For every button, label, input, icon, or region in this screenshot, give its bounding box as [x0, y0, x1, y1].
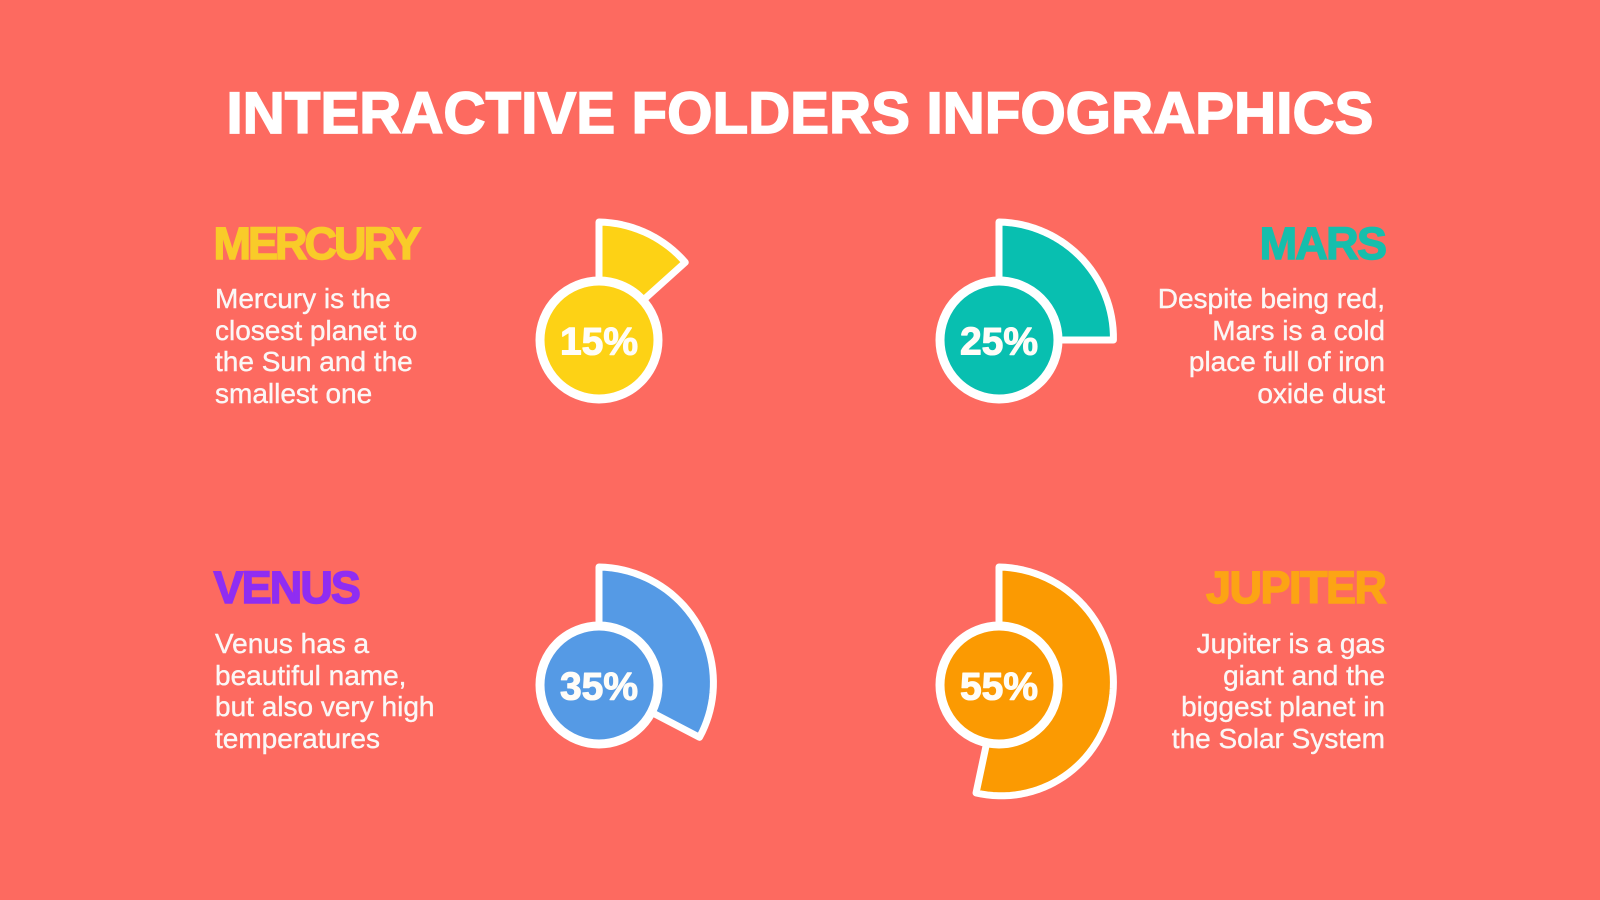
svg-text:25%: 25%	[960, 320, 1038, 363]
svg-text:35%: 35%	[560, 665, 638, 708]
svg-text:15%: 15%	[560, 320, 638, 363]
svg-text:55%: 55%	[960, 665, 1038, 708]
